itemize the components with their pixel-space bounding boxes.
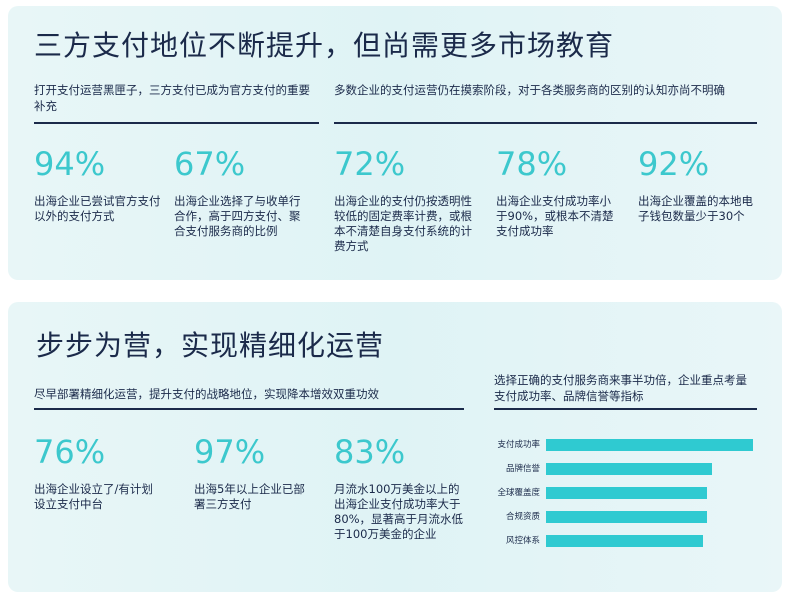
bar-row: 风控体系 [478,534,754,548]
bar-label: 支付成功率 [497,440,540,450]
bar-track [546,535,753,547]
stat-description: 出海5年以上企业已部署三方支付 [194,482,305,511]
bar-row: 品牌信誉 [478,462,754,476]
stat-card: 76% 出海企业设立了/有计划设立支付中台 [34,434,164,512]
bar-row: 全球覆盖度 [478,486,754,500]
bar [546,439,753,451]
bar [546,487,707,499]
stat-value: 92% [638,145,710,183]
stat-description: 月流水100万美金以上的出海企业支付成功率大于80%，显著高于月流水低于100万… [334,482,464,541]
stat-value: 72% [334,145,406,183]
right-divider [494,408,757,410]
stat-value: 78% [496,145,568,183]
stat-description: 出海企业支付成功率小于90%，或根本不清楚支付成功率 [496,194,614,238]
stat-description: 出海企业覆盖的本地电子钱包数量少于30个 [638,194,753,223]
bar-label: 风控体系 [505,536,540,546]
section2-left-intro: 尽早部署精细化运营，提升支付的战略地位，实现降本增效双重功效 [34,387,379,401]
bar-track [546,439,753,451]
stat-card: 72% 出海企业的支付仍按透明性较低的固定费率计费，或根本不清楚自身支付系统的计… [334,146,474,254]
right-divider [334,122,757,124]
stat-card: 67% 出海企业选择了与收单行合作，高于四方支付、聚合支付服务商的比例 [174,146,304,239]
stat-value: 76% [34,433,106,471]
stat-card: 94% 出海企业已尝试官方支付以外的支付方式 [34,146,164,224]
bar [546,463,712,475]
stat-description: 出海企业已尝试官方支付以外的支付方式 [34,194,161,223]
bar [546,535,703,547]
stat-card: 92% 出海企业覆盖的本地电子钱包数量少于30个 [638,146,756,224]
payment-status-card: 三方支付地位不断提升，但尚需更多市场教育 打开支付运营黑匣子，三方支付已成为官方… [8,6,782,280]
selection-criteria-bar-chart: 支付成功率品牌信誉全球覆盖度合规资质风控体系 [478,438,758,558]
stat-card: 97% 出海5年以上企业已部署三方支付 [194,434,312,512]
section1-left-intro: 打开支付运营黑匣子，三方支付已成为官方支付的重要补充 [34,83,310,113]
section1-right-intro: 多数企业的支付运营仍在摸索阶段，对于各类服务商的区别的认知亦尚不明确 [334,83,725,97]
stat-card: 83% 月流水100万美金以上的出海企业支付成功率大于80%，显著高于月流水低于… [334,434,466,542]
bar-row: 合规资质 [478,510,754,524]
left-divider [34,408,464,410]
bar-label: 全球覆盖度 [497,488,540,498]
stat-card: 78% 出海企业支付成功率小于90%，或根本不清楚支付成功率 [496,146,622,239]
stat-value: 67% [174,145,246,183]
bar-label: 品牌信誉 [505,464,540,474]
bar-track [546,511,753,523]
stat-description: 出海企业选择了与收单行合作，高于四方支付、聚合支付服务商的比例 [174,194,301,238]
section2-title: 步步为营，实现精细化运营 [36,329,385,362]
stat-value: 83% [334,433,406,471]
bar-label: 合规资质 [505,512,540,522]
stat-description: 出海企业的支付仍按透明性较低的固定费率计费，或根本不清楚自身支付系统的计费方式 [334,194,472,253]
bar [546,511,707,523]
refined-operations-card: 步步为营，实现精细化运营 尽早部署精细化运营，提升支付的战略地位，实现降本增效双… [8,302,782,592]
stat-value: 94% [34,145,106,183]
bar-track [546,487,753,499]
section1-title: 三方支付地位不断提升，但尚需更多市场教育 [34,29,615,62]
bar-row: 支付成功率 [478,438,754,452]
left-divider [34,122,319,124]
section2-right-intro: 选择正确的支付服务商来事半功倍，企业重点考量支付成功率、品牌信誉等指标 [494,373,747,403]
bar-track [546,463,753,475]
stat-description: 出海企业设立了/有计划设立支付中台 [34,482,153,511]
stat-value: 97% [194,433,266,471]
